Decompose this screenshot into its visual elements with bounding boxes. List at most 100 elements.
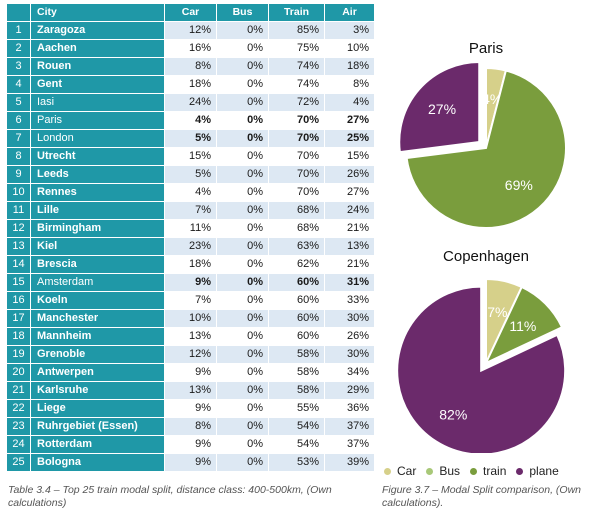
train-cell: 75%: [268, 39, 325, 58]
air-cell: 31%: [324, 273, 375, 292]
bus-cell: 0%: [216, 327, 269, 346]
city-cell: Ruhrgebiet (Essen): [30, 417, 165, 436]
train-cell: 58%: [268, 363, 325, 382]
car-cell: 4%: [164, 111, 217, 130]
train-cell: 54%: [268, 417, 325, 436]
legend-bus-dot: [426, 467, 434, 475]
bus-cell: 0%: [216, 75, 269, 94]
bus-cell: 0%: [216, 21, 269, 40]
paris-slice-plane: [398, 61, 481, 154]
train-cell: 70%: [268, 165, 325, 184]
bus-cell: 0%: [216, 237, 269, 256]
car-cell: 13%: [164, 327, 217, 346]
car-cell: 8%: [164, 57, 217, 76]
chart-legend: Car Bus train plane: [384, 463, 596, 479]
legend-item-plane: plane: [516, 464, 559, 478]
rank-cell: 21: [6, 381, 31, 400]
car-cell: 5%: [164, 129, 217, 148]
bus-cell: 0%: [216, 111, 269, 130]
bus-cell: 0%: [216, 165, 269, 184]
rank-cell: 12: [6, 219, 31, 238]
table-row: 22 Liege 9% 0% 55% 36%: [6, 399, 375, 418]
rank-cell: 20: [6, 363, 31, 382]
car-cell: 9%: [164, 435, 217, 454]
bus-cell: 0%: [216, 291, 269, 310]
rank-cell: 14: [6, 255, 31, 274]
legend-car-label: Car: [397, 464, 417, 478]
air-cell: 10%: [324, 39, 375, 58]
rank-cell: 1: [6, 21, 31, 40]
city-cell: Kiel: [30, 237, 165, 256]
rank-cell: 9: [6, 165, 31, 184]
bus-cell: 0%: [216, 183, 269, 202]
train-cell: 58%: [268, 345, 325, 364]
car-cell: 9%: [164, 363, 217, 382]
rank-cell: 24: [6, 435, 31, 454]
bus-cell: 0%: [216, 129, 269, 148]
table-row: 18 Mannheim 13% 0% 60% 26%: [6, 327, 375, 346]
air-cell: 37%: [324, 435, 375, 454]
bus-cell: 0%: [216, 57, 269, 76]
air-cell: 33%: [324, 291, 375, 310]
bus-cell: 0%: [216, 309, 269, 328]
rank-cell: 17: [6, 309, 31, 328]
car-cell: 15%: [164, 147, 217, 166]
copenhagen-label-plane: 82%: [439, 407, 467, 423]
bus-cell: 0%: [216, 345, 269, 364]
train-cell: 60%: [268, 327, 325, 346]
copenhagen-chart-title: Copenhagen: [443, 248, 529, 265]
legend-plane-dot: [516, 467, 524, 475]
table-row: 16 Koeln 7% 0% 60% 33%: [6, 291, 375, 310]
train-cell: 68%: [268, 219, 325, 238]
header-train: Train: [268, 3, 325, 22]
table-row: 2 Aachen 16% 0% 75% 10%: [6, 39, 375, 58]
rank-cell: 4: [6, 75, 31, 94]
car-cell: 4%: [164, 183, 217, 202]
train-cell: 72%: [268, 93, 325, 112]
legend-item-bus: Bus: [426, 464, 460, 478]
table-body: 1 Zaragoza 12% 0% 85% 3% 2 Aachen 16% 0% 75% 10% 3 Ro…: [6, 21, 375, 472]
figure-caption: Figure 3.7 – Modal Split comparison, (Ow…: [382, 484, 582, 509]
paris-chart-title: Paris: [468, 40, 504, 57]
city-cell: Rennes: [30, 183, 165, 202]
train-cell: 74%: [268, 75, 325, 94]
city-cell: Karlsruhe: [30, 381, 165, 400]
car-cell: 16%: [164, 39, 217, 58]
rank-cell: 19: [6, 345, 31, 364]
train-cell: 70%: [268, 147, 325, 166]
air-cell: 24%: [324, 201, 375, 220]
paris-label-plane: 27%: [428, 101, 456, 117]
legend-train-label: train: [483, 464, 507, 478]
legend-item-train: train: [470, 464, 506, 478]
air-cell: 26%: [324, 165, 375, 184]
table-row: 20 Antwerpen 9% 0% 58% 34%: [6, 363, 375, 382]
rank-cell: 22: [6, 399, 31, 418]
modal-split-table: City Car Bus Train Air 1 Zaragoza 12% 0% 85%…: [6, 3, 375, 472]
car-cell: 23%: [164, 237, 217, 256]
bus-cell: 0%: [216, 255, 269, 274]
city-cell: London: [30, 129, 165, 148]
car-cell: 9%: [164, 273, 217, 292]
car-cell: 9%: [164, 453, 217, 472]
city-cell: Amsterdam: [30, 273, 165, 292]
air-cell: 26%: [324, 327, 375, 346]
table-row: 24 Rotterdam 9% 0% 54% 37%: [6, 435, 375, 454]
car-cell: 12%: [164, 345, 217, 364]
paris-slice-train: [405, 69, 567, 229]
copenhagen-slice-plane: [396, 285, 567, 453]
header-bus: Bus: [216, 3, 269, 22]
table-row: 15 Amsterdam 9% 0% 60% 31%: [6, 273, 375, 292]
table-row: 25 Bologna 9% 0% 53% 39%: [6, 453, 375, 472]
air-cell: 13%: [324, 237, 375, 256]
bus-cell: 0%: [216, 399, 269, 418]
paris-label-train: 69%: [505, 177, 533, 193]
bus-cell: 0%: [216, 453, 269, 472]
bus-cell: 0%: [216, 381, 269, 400]
table-row: 13 Kiel 23% 0% 63% 13%: [6, 237, 375, 256]
legend-plane-label: plane: [529, 464, 559, 478]
rank-cell: 5: [6, 93, 31, 112]
air-cell: 21%: [324, 255, 375, 274]
air-cell: 36%: [324, 399, 375, 418]
table-row: 17 Manchester 10% 0% 60% 30%: [6, 309, 375, 328]
copenhagen-label-train: 11%: [509, 318, 536, 334]
